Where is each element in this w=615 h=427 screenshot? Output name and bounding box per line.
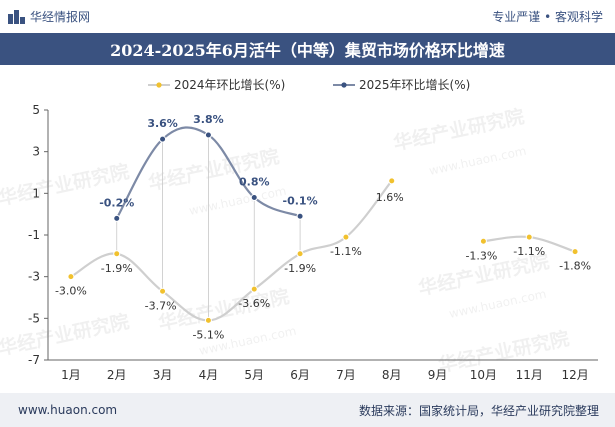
data-label-2: -0.2% <box>99 196 134 209</box>
y-tick-label: 3 <box>32 145 40 159</box>
footer-bar: www.huaon.com 数据来源：国家统计局，华经产业研究院整理 <box>0 393 615 427</box>
x-tick-label: 4月 <box>199 368 219 382</box>
legend-marker <box>341 82 347 88</box>
website-link[interactable]: www.huaon.com <box>18 403 118 417</box>
data-point-2 <box>250 194 258 201</box>
legend: 2024年环比增长(%) 2025年环比增长(%) <box>148 78 470 92</box>
drop-lines <box>116 135 301 321</box>
x-tick-label: 8月 <box>382 368 402 382</box>
watermark-url: www.huaon.com <box>448 287 548 321</box>
data-point-1 <box>571 248 579 256</box>
data-label-1: -5.1% <box>192 328 224 341</box>
x-tick-label: 6月 <box>290 368 310 382</box>
data-point-2 <box>296 212 304 220</box>
x-tick-label: 7月 <box>336 368 356 382</box>
data-point-1 <box>159 287 167 295</box>
axes: 5 3 1 -1 -3 -5 -7 1月 2月 3月 4月 5月 6月 7月 8月 9月 10月 11月 12月 <box>28 103 598 382</box>
data-labels: -3.0% -1.9% -3.7% -5.1% -3.6% -1.9% -1.1% 1.6% -… <box>55 113 591 341</box>
data-label-1: -1.3% <box>465 249 497 262</box>
y-tick-label: 1 <box>32 186 40 200</box>
data-source: 数据来源：国家统计局，华经产业研究院整理 <box>358 403 599 418</box>
data-label-1: -1.9% <box>101 262 133 275</box>
x-tick-label: 5月 <box>244 368 264 382</box>
data-label-1: -3.6% <box>238 297 270 310</box>
data-label-2: 0.8% <box>239 176 270 189</box>
chart-title-bar: 2024-2025年6月活牛（中等）集贸市场价格环比增速 <box>0 33 615 65</box>
bar-chart-logo-icon <box>8 9 25 24</box>
data-label-1: -1.1% <box>330 245 362 258</box>
slogan: 专业严谨 • 客观科学 <box>492 10 603 24</box>
data-point-1 <box>250 285 258 293</box>
top-bar: 华经情报网 专业严谨 • 客观科学 <box>0 0 615 33</box>
data-point-1 <box>525 233 533 241</box>
site-name: 华经情报网 <box>30 10 91 24</box>
data-point-1 <box>479 237 487 245</box>
data-label-1: -3.7% <box>145 299 177 312</box>
y-tick-label: -7 <box>28 353 40 367</box>
data-label-1: 1.6% <box>376 191 404 204</box>
legend-label-2: 2025年环比增长(%) <box>359 78 470 92</box>
series-layer <box>67 126 579 324</box>
y-tick-label: -1 <box>28 228 40 242</box>
watermark-text: 华经产业研究院 <box>0 310 131 360</box>
chart-title: 2024-2025年6月活牛（中等）集贸市场价格环比增速 <box>110 41 505 60</box>
line-chart: 华经产业研究院华经产业研究院华经产业研究院华经产业研究院华经产业研究院华经产业研… <box>0 78 598 382</box>
data-point-1 <box>388 177 396 185</box>
watermark-url: www.huaon.com <box>428 144 528 178</box>
data-point-1 <box>67 273 75 281</box>
data-label-1: -1.9% <box>284 262 316 275</box>
data-point-1 <box>113 250 121 258</box>
x-tick-label: 2月 <box>107 368 127 382</box>
x-tick-label: 12月 <box>561 368 588 382</box>
data-label-2: 3.6% <box>147 117 178 130</box>
data-point-1 <box>342 233 350 241</box>
data-label-1: -1.1% <box>513 245 545 258</box>
legend-marker <box>156 82 162 88</box>
data-point-2 <box>159 135 167 143</box>
x-tick-label: 1月 <box>61 368 81 382</box>
data-point-1 <box>296 250 304 258</box>
y-tick-label: -3 <box>28 270 40 284</box>
watermark-text: 华经产业研究院 <box>436 327 571 377</box>
data-label-1: -1.8% <box>559 260 591 273</box>
x-tick-label: 11月 <box>516 368 543 382</box>
data-point-2 <box>204 131 212 139</box>
x-tick-label: 3月 <box>153 368 173 382</box>
watermark-url: www.huaon.com <box>188 184 288 218</box>
x-tick-label: 10月 <box>470 368 497 382</box>
legend-label-1: 2024年环比增长(%) <box>174 78 285 92</box>
data-label-2: -0.1% <box>283 194 318 207</box>
y-tick-label: 5 <box>32 103 40 117</box>
data-point-1 <box>204 316 212 324</box>
data-point-2 <box>113 214 121 222</box>
x-tick-label: 9月 <box>428 368 448 382</box>
data-label-2: 3.8% <box>193 113 224 126</box>
brand: 华经情报网 <box>8 8 90 25</box>
data-label-1: -3.0% <box>55 285 87 298</box>
y-tick-label: -5 <box>28 311 40 325</box>
